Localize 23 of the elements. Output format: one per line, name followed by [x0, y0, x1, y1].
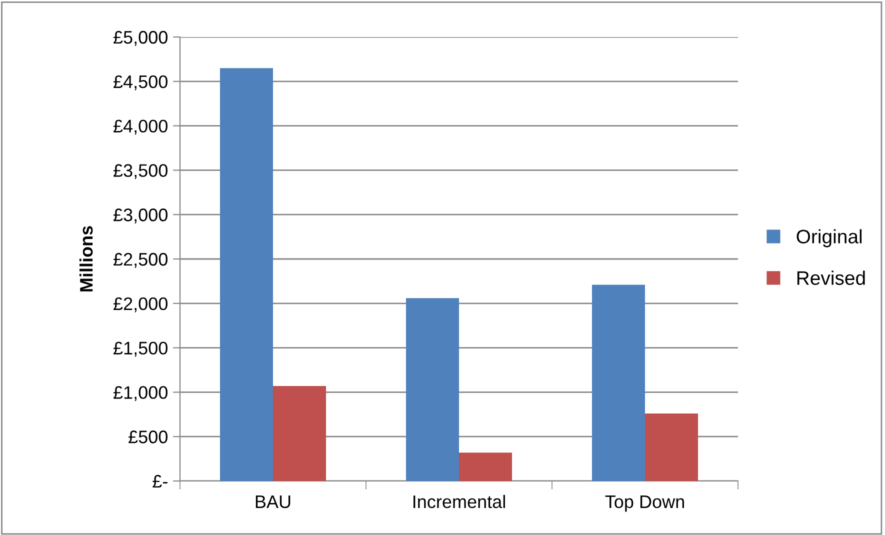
y-tick-label: £3,000: [113, 208, 168, 224]
y-tick-label: £500: [128, 430, 168, 444]
bar: [592, 284, 645, 481]
x-tick-label: Top Down: [605, 496, 684, 512]
y-tick-label: £1,500: [113, 342, 168, 357]
bar: [645, 414, 698, 481]
y-tick-label: £2,500: [113, 252, 168, 268]
x-tick-label: Incremental: [414, 494, 505, 508]
bar: [220, 68, 273, 481]
y-axis-title: Millions: [79, 226, 93, 292]
bar: [459, 452, 512, 481]
y-tick-label: £2,000: [113, 297, 168, 312]
legend-label: Original: [796, 229, 862, 248]
y-tick-label: £-: [152, 474, 168, 488]
x-tick-label: BAU: [256, 496, 290, 508]
legend-label: Revised: [797, 270, 865, 285]
bar: [273, 386, 326, 481]
y-tick-label: £3,500: [113, 164, 168, 180]
bar: [406, 298, 459, 481]
y-tick-label: £5,000: [113, 30, 168, 46]
y-tick-label: £1,000: [113, 386, 168, 402]
y-tick-label: £4,500: [113, 75, 168, 90]
y-tick-label: £4,000: [113, 120, 168, 135]
